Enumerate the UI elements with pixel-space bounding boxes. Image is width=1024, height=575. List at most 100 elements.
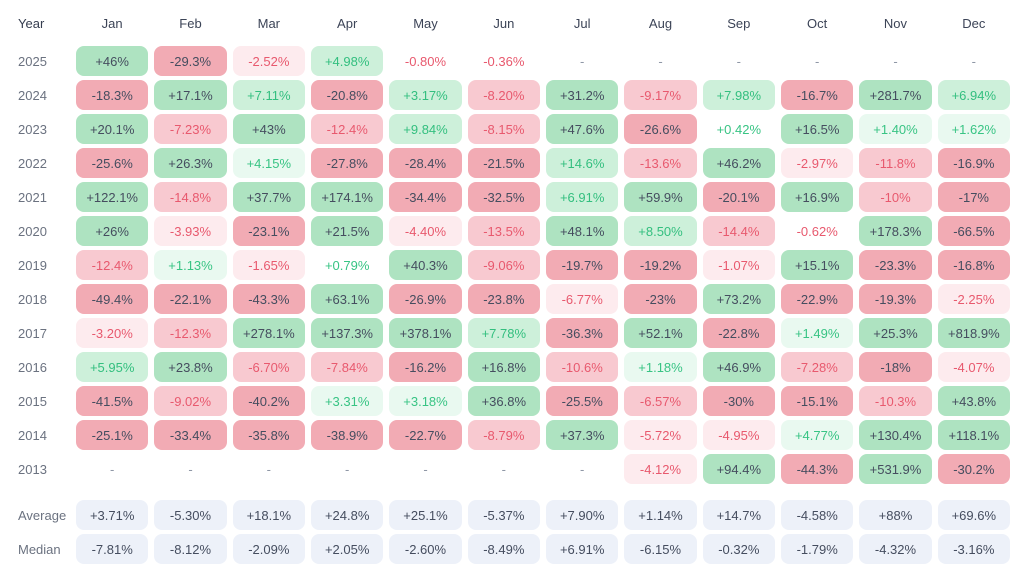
heatmap-cell: - bbox=[579, 461, 585, 477]
heatmap-cell: -16.2% bbox=[389, 352, 462, 382]
heatmap-cell: -40.2% bbox=[232, 386, 305, 416]
heatmap-cell: +26.3% bbox=[154, 148, 227, 178]
heatmap-cell: +122.1% bbox=[76, 182, 149, 212]
heatmap-cell: -7.84% bbox=[311, 352, 384, 382]
table-row: 2021 +122.1% -14.8% +37.7% +174.1% -34.4% -32.… bbox=[6, 182, 1010, 212]
heatmap-cell: -5.72% bbox=[624, 420, 697, 450]
heatmap-cell: +5.95% bbox=[76, 352, 149, 382]
heatmap-cell: -9.06% bbox=[467, 250, 540, 280]
table-row: 2023 +20.1% -7.23% +43% -12.4% +9.84% -8.15% +4… bbox=[6, 114, 1010, 144]
table-row: 2022 -25.6% +26.3% +4.15% -27.8% -28.4% -21.5%… bbox=[6, 148, 1010, 178]
heatmap-cell: -3.93% bbox=[154, 216, 227, 246]
heatmap-cell: -2.60% bbox=[389, 534, 462, 564]
heatmap-cell: -0.62% bbox=[796, 223, 838, 239]
month-header: Mar bbox=[257, 15, 281, 31]
heatmap-cell: +378.1% bbox=[389, 318, 462, 348]
heatmap-cell: -21.5% bbox=[467, 148, 540, 178]
heatmap-cell: -19.3% bbox=[859, 284, 932, 314]
heatmap-cell: +37.7% bbox=[232, 182, 305, 212]
heatmap-cell: +46% bbox=[76, 46, 149, 76]
heatmap-cell: - bbox=[658, 53, 663, 69]
heatmap-cell: -28.4% bbox=[389, 148, 462, 178]
heatmap-cell: -36.3% bbox=[546, 318, 619, 348]
heatmap-cell: +137.3% bbox=[311, 318, 384, 348]
heatmap-cell: +14.6% bbox=[546, 148, 619, 178]
heatmap-cell: -3.16% bbox=[937, 534, 1010, 564]
year-row-label: 2021 bbox=[18, 189, 47, 205]
month-header: Feb bbox=[179, 15, 202, 31]
heatmap-cell: -22.9% bbox=[781, 284, 854, 314]
year-row-label: 2019 bbox=[18, 257, 47, 273]
summary-row-label: Median bbox=[18, 541, 61, 557]
year-row-label: 2025 bbox=[18, 53, 47, 69]
heatmap-cell: +46.9% bbox=[702, 352, 775, 382]
summary-row-label: Average bbox=[18, 507, 67, 523]
heatmap-cell: +7.11% bbox=[232, 80, 305, 110]
heatmap-cell: -25.6% bbox=[76, 148, 149, 178]
heatmap-cell: +278.1% bbox=[232, 318, 305, 348]
heatmap-cell: -19.7% bbox=[546, 250, 619, 280]
heatmap-cell: -41.5% bbox=[76, 386, 149, 416]
heatmap-cell: -23.1% bbox=[232, 216, 305, 246]
heatmap-cell: - bbox=[188, 461, 193, 477]
heatmap-cell: -49.4% bbox=[76, 284, 149, 314]
heatmap-cell: +4.15% bbox=[232, 148, 305, 178]
heatmap-cell: -35.8% bbox=[232, 420, 305, 450]
heatmap-cell: +178.3% bbox=[859, 216, 932, 246]
heatmap-cell: +94.4% bbox=[702, 454, 775, 484]
heatmap-cell: -9.17% bbox=[624, 80, 697, 110]
heatmap-cell: +3.18% bbox=[389, 386, 462, 416]
heatmap-cell: -10.3% bbox=[859, 386, 932, 416]
heatmap-cell: -1.65% bbox=[232, 250, 305, 280]
heatmap-cell: -2.25% bbox=[937, 284, 1010, 314]
heatmap-cell: +6.91% bbox=[546, 182, 619, 212]
heatmap-cell: +16.9% bbox=[781, 182, 854, 212]
heatmap-cell: +26% bbox=[76, 216, 149, 246]
heatmap-cell: -38.9% bbox=[311, 420, 384, 450]
heatmap-cell: -0.80% bbox=[404, 53, 447, 69]
heatmap-cell: +818.9% bbox=[937, 318, 1010, 348]
year-row-label: 2014 bbox=[18, 427, 47, 443]
heatmap-cell: -20.8% bbox=[311, 80, 384, 110]
heatmap-cell: -26.9% bbox=[389, 284, 462, 314]
table-row: Median -7.81% -8.12% -2.09% +2.05% -2.60% -8.4… bbox=[6, 534, 1010, 564]
heatmap-cell: +174.1% bbox=[311, 182, 384, 212]
heatmap-cell: +43.8% bbox=[937, 386, 1010, 416]
heatmap-cell: +1.49% bbox=[781, 318, 854, 348]
heatmap-cell: +69.6% bbox=[937, 500, 1010, 530]
month-header: Sep bbox=[727, 15, 751, 31]
heatmap-cell: +1.40% bbox=[859, 114, 932, 144]
heatmap-cell: -16.9% bbox=[937, 148, 1010, 178]
table-row: 2020 +26% -3.93% -23.1% +21.5% -4.40% -13.5% +4… bbox=[6, 216, 1010, 246]
heatmap-cell: -6.70% bbox=[232, 352, 305, 382]
heatmap-cell: -44.3% bbox=[781, 454, 854, 484]
heatmap-cell: - bbox=[971, 53, 976, 69]
heatmap-cell: +1.14% bbox=[624, 500, 697, 530]
heatmap-cell: +17.1% bbox=[154, 80, 227, 110]
heatmap-cell: +2.05% bbox=[311, 534, 384, 564]
year-row-label: 2023 bbox=[18, 121, 47, 137]
heatmap-cell: -1.79% bbox=[781, 534, 854, 564]
heatmap-cell: -14.8% bbox=[154, 182, 227, 212]
heatmap-cell: -16.8% bbox=[937, 250, 1010, 280]
table-row: 2025 +46% -29.3% -2.52% +4.98% -0.80% -0.36% - -… bbox=[6, 46, 1010, 76]
heatmap-cell: +6.94% bbox=[937, 80, 1010, 110]
heatmap-cell: +43% bbox=[232, 114, 305, 144]
month-header: Jan bbox=[101, 15, 123, 31]
table-row: 2016 +5.95% +23.8% -6.70% -7.84% -16.2% +16.8%… bbox=[6, 352, 1010, 382]
heatmap-cell: -4.32% bbox=[859, 534, 932, 564]
heatmap-cell: +4.98% bbox=[311, 46, 384, 76]
heatmap-cell: -8.49% bbox=[467, 534, 540, 564]
heatmap-cell: -9.02% bbox=[154, 386, 227, 416]
month-header: Nov bbox=[883, 15, 908, 31]
heatmap-cell: - bbox=[423, 461, 428, 477]
heatmap-cell: +25.3% bbox=[859, 318, 932, 348]
heatmap-cell: -32.5% bbox=[467, 182, 540, 212]
heatmap-cell: -13.6% bbox=[624, 148, 697, 178]
heatmap-cell: -10% bbox=[859, 182, 932, 212]
year-column-header: Year bbox=[18, 15, 45, 31]
heatmap-cell: +8.50% bbox=[624, 216, 697, 246]
table-row: 2019 -12.4% +1.13% -1.65% +0.79% +40.3% -9.06%… bbox=[6, 250, 1010, 280]
heatmap-cell: -12.3% bbox=[154, 318, 227, 348]
